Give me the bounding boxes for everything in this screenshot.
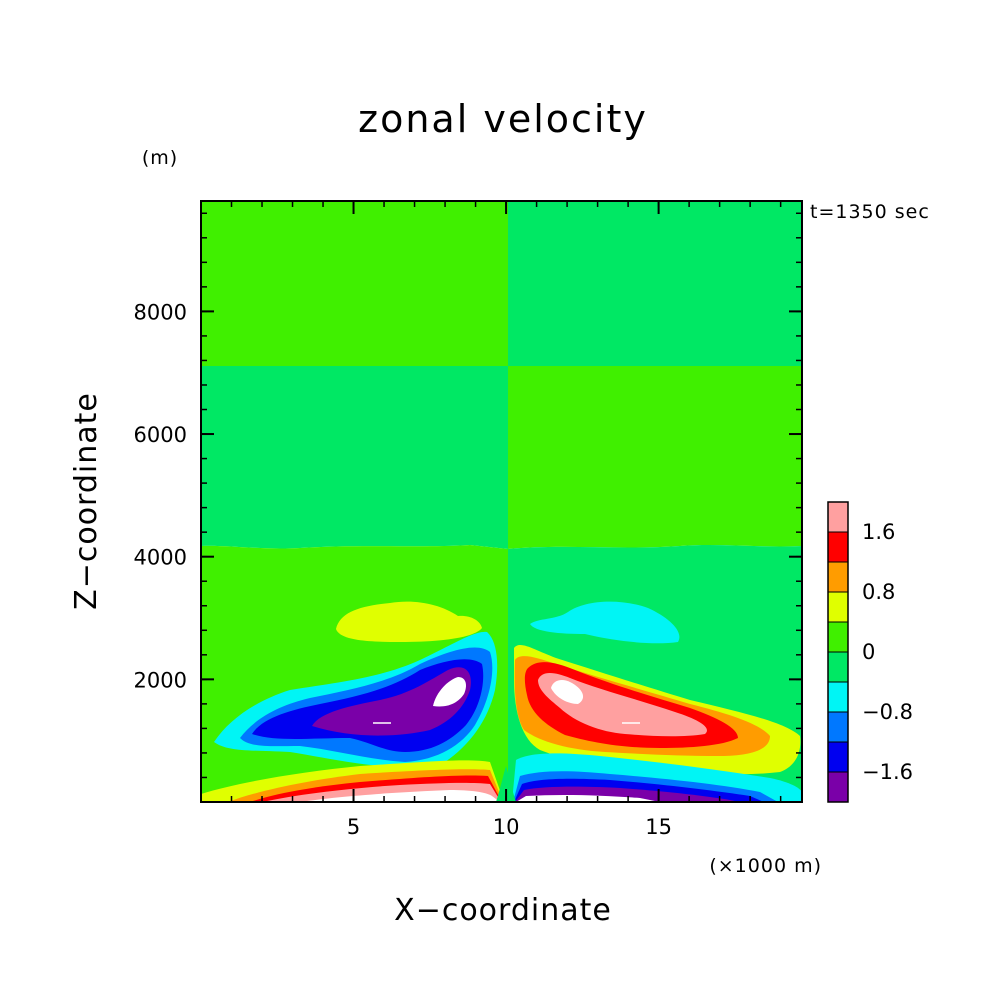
x-tick-label: 15	[645, 815, 672, 839]
y-unit-label: (m)	[142, 147, 178, 169]
colorbar-swatch	[828, 622, 848, 653]
bg-left-middle	[201, 366, 508, 549]
time-label: t=1350 sec	[810, 201, 930, 223]
positive-lobe-upper	[336, 601, 482, 642]
colorbar-tick-label: −0.8	[862, 700, 913, 724]
colorbar-tick-label: 1.6	[862, 520, 895, 544]
colorbar-tick-label: 0	[862, 640, 875, 664]
colorbar-swatch	[828, 772, 848, 803]
y-tick-label: 4000	[134, 546, 187, 570]
bg-right-top	[508, 201, 802, 367]
x-unit-label: (×1000 m)	[709, 855, 822, 877]
pos-jet-core	[551, 680, 584, 704]
central-notch	[496, 766, 516, 802]
axis-ticks	[200, 201, 802, 802]
colorbar-swatch	[828, 682, 848, 713]
colorbar-tick-label: −1.6	[862, 760, 913, 784]
bg-right-middle	[508, 366, 802, 549]
x-tick-label: 10	[493, 815, 520, 839]
y-axis-label: Z−coordinate	[69, 392, 104, 610]
neg-jet-core	[433, 677, 466, 707]
colorbar-tick-label: 0.8	[862, 580, 895, 604]
colorbar-swatch	[828, 712, 848, 743]
axis-tick-labels: 5 10 15 2000 4000 6000 8000	[134, 300, 672, 839]
contour-field	[201, 201, 802, 802]
neg-jet-level-4	[312, 667, 471, 736]
colorbar-swatch	[828, 742, 848, 773]
colorbar-swatch	[828, 562, 848, 593]
y-tick-label: 8000	[134, 300, 187, 324]
x-axis-label: X−coordinate	[394, 893, 612, 928]
negative-lobe-upper	[530, 601, 680, 644]
colorbar-swatch	[828, 502, 848, 533]
y-tick-label: 6000	[134, 423, 187, 447]
plot-frame	[200, 200, 803, 803]
x-tick-label: 5	[347, 815, 360, 839]
ground-left-core	[300, 790, 500, 802]
ground-right-core	[516, 794, 660, 802]
pos-jet-level-4	[538, 673, 707, 737]
y-tick-label: 2000	[134, 668, 187, 692]
colorbar-swatch	[828, 652, 848, 683]
bg-left-top	[201, 201, 508, 367]
colorbar-swatch	[828, 532, 848, 563]
chart-title: zonal velocity	[358, 97, 648, 141]
colorbar-swatch	[828, 592, 848, 623]
colorbar: 1.6 0.8 0 −0.8 −1.6	[827, 501, 913, 803]
